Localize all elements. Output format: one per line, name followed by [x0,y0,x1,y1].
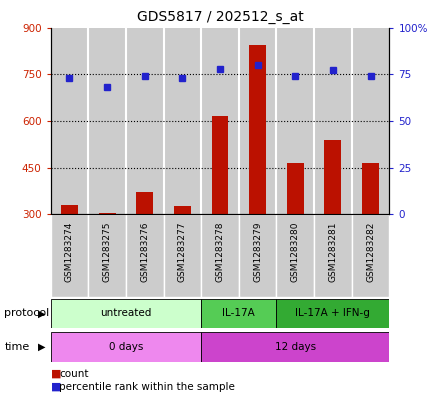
Bar [88,214,126,297]
Bar [249,45,266,214]
Text: ▶: ▶ [38,342,46,352]
Bar [61,205,78,214]
Bar [352,28,389,214]
Bar [324,140,341,214]
Bar [99,213,116,214]
Bar [174,206,191,214]
Bar [201,28,239,214]
Text: 12 days: 12 days [275,342,316,352]
Bar [126,28,164,214]
Bar [276,28,314,214]
Text: GSM1283276: GSM1283276 [140,221,149,281]
Bar [352,214,389,297]
Bar [201,299,276,328]
Text: IL-17A: IL-17A [223,309,255,318]
Text: percentile rank within the sample: percentile rank within the sample [59,382,235,392]
Text: GSM1283281: GSM1283281 [328,221,337,281]
Text: GSM1283275: GSM1283275 [103,221,112,281]
Bar [164,214,201,297]
Bar [88,28,126,214]
Text: GSM1283280: GSM1283280 [291,221,300,281]
Bar [126,214,164,297]
Bar [362,163,379,214]
Bar [314,214,352,297]
Bar [51,28,88,214]
Bar [136,193,153,214]
Bar [51,214,88,297]
Text: ▶: ▶ [38,309,46,318]
Text: GSM1283274: GSM1283274 [65,221,74,281]
Bar [276,299,389,328]
Text: ■: ■ [51,382,61,392]
Bar [314,28,352,214]
Text: 0 days: 0 days [109,342,143,352]
Text: ■: ■ [51,369,61,379]
Text: GDS5817 / 202512_s_at: GDS5817 / 202512_s_at [137,10,303,24]
Text: GSM1283278: GSM1283278 [216,221,224,281]
Bar [239,214,276,297]
Bar [276,214,314,297]
Bar [201,332,389,362]
Bar [164,28,201,214]
Text: IL-17A + IFN-g: IL-17A + IFN-g [296,309,370,318]
Text: untreated: untreated [100,309,151,318]
Bar [51,299,201,328]
Text: time: time [4,342,29,352]
Bar [212,116,228,214]
Text: protocol: protocol [4,309,50,318]
Text: count: count [59,369,89,379]
Text: GSM1283282: GSM1283282 [366,221,375,281]
Text: GSM1283279: GSM1283279 [253,221,262,281]
Text: GSM1283277: GSM1283277 [178,221,187,281]
Bar [287,163,304,214]
Bar [51,332,201,362]
Bar [239,28,276,214]
Bar [201,214,239,297]
